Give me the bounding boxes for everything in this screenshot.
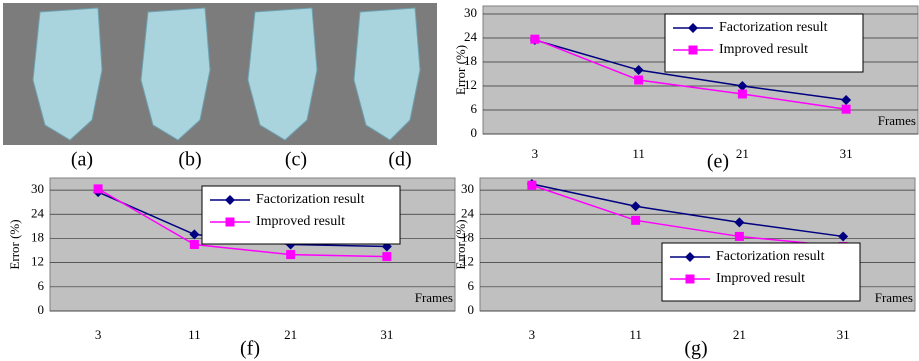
- chart-caption: (f): [240, 338, 260, 360]
- legend-label: Factorization result: [256, 192, 365, 207]
- x-tick-label: 21: [733, 327, 746, 342]
- legend-label: Improved result: [256, 214, 345, 229]
- y-tick-label: 30: [464, 5, 477, 20]
- chart-caption: (e): [707, 151, 729, 173]
- panel-caption: (c): [285, 149, 307, 171]
- chart-caption: (g): [684, 338, 707, 360]
- x-axis-label: Frames: [415, 290, 453, 305]
- y-tick-label: 0: [471, 125, 478, 140]
- point: [735, 232, 744, 241]
- x-axis-label: Frames: [875, 290, 913, 305]
- y-tick-label: 24: [461, 205, 475, 220]
- x-tick-label: 11: [629, 327, 642, 342]
- x-tick-label: 11: [188, 327, 201, 342]
- x-tick-label: 3: [95, 327, 102, 342]
- y-tick-label: 24: [31, 205, 45, 220]
- point: [842, 105, 851, 114]
- point: [190, 240, 199, 249]
- point: [738, 90, 747, 99]
- x-tick-label: 21: [284, 327, 297, 342]
- point: [382, 252, 391, 261]
- y-tick-label: 0: [38, 302, 45, 317]
- y-axis-label: Error (%): [7, 219, 22, 269]
- point: [527, 181, 536, 190]
- figure: (a) (b) (c) (d) 06121824303112131Error (…: [0, 0, 919, 361]
- x-tick-label: 31: [840, 146, 853, 161]
- y-tick-label: 6: [468, 278, 475, 293]
- legend-marker: [226, 218, 235, 227]
- point: [530, 35, 539, 44]
- panel-caption: (a): [71, 149, 93, 171]
- y-tick-label: 0: [468, 302, 475, 317]
- point: [631, 216, 640, 225]
- legend-marker: [686, 275, 695, 284]
- y-tick-label: 6: [38, 278, 45, 293]
- x-tick-label: 31: [837, 327, 850, 342]
- x-tick-label: 11: [632, 146, 645, 161]
- y-tick-label: 6: [471, 101, 478, 116]
- legend-marker: [689, 46, 698, 55]
- x-tick-label: 3: [532, 146, 539, 161]
- point: [634, 76, 643, 85]
- y-tick-label: 30: [31, 181, 44, 196]
- x-tick-label: 3: [529, 327, 536, 342]
- y-tick-label: 30: [461, 181, 474, 196]
- point: [286, 250, 295, 259]
- y-tick-label: 18: [31, 229, 44, 244]
- point: [94, 184, 103, 193]
- panel-caption: (b): [178, 149, 201, 171]
- y-tick-label: 24: [464, 29, 478, 44]
- y-axis-label: Error (%): [453, 45, 468, 95]
- legend-label: Improved result: [716, 271, 805, 286]
- legend-label: Factorization result: [716, 249, 825, 264]
- x-tick-label: 31: [380, 327, 393, 342]
- y-tick-label: 12: [31, 254, 44, 269]
- x-tick-label: 21: [736, 146, 749, 161]
- legend-label: Improved result: [719, 42, 808, 57]
- y-axis-label: Error (%): [453, 219, 468, 269]
- panel-caption: (d): [388, 149, 411, 171]
- legend-label: Factorization result: [719, 20, 828, 35]
- x-axis-label: Frames: [878, 113, 916, 128]
